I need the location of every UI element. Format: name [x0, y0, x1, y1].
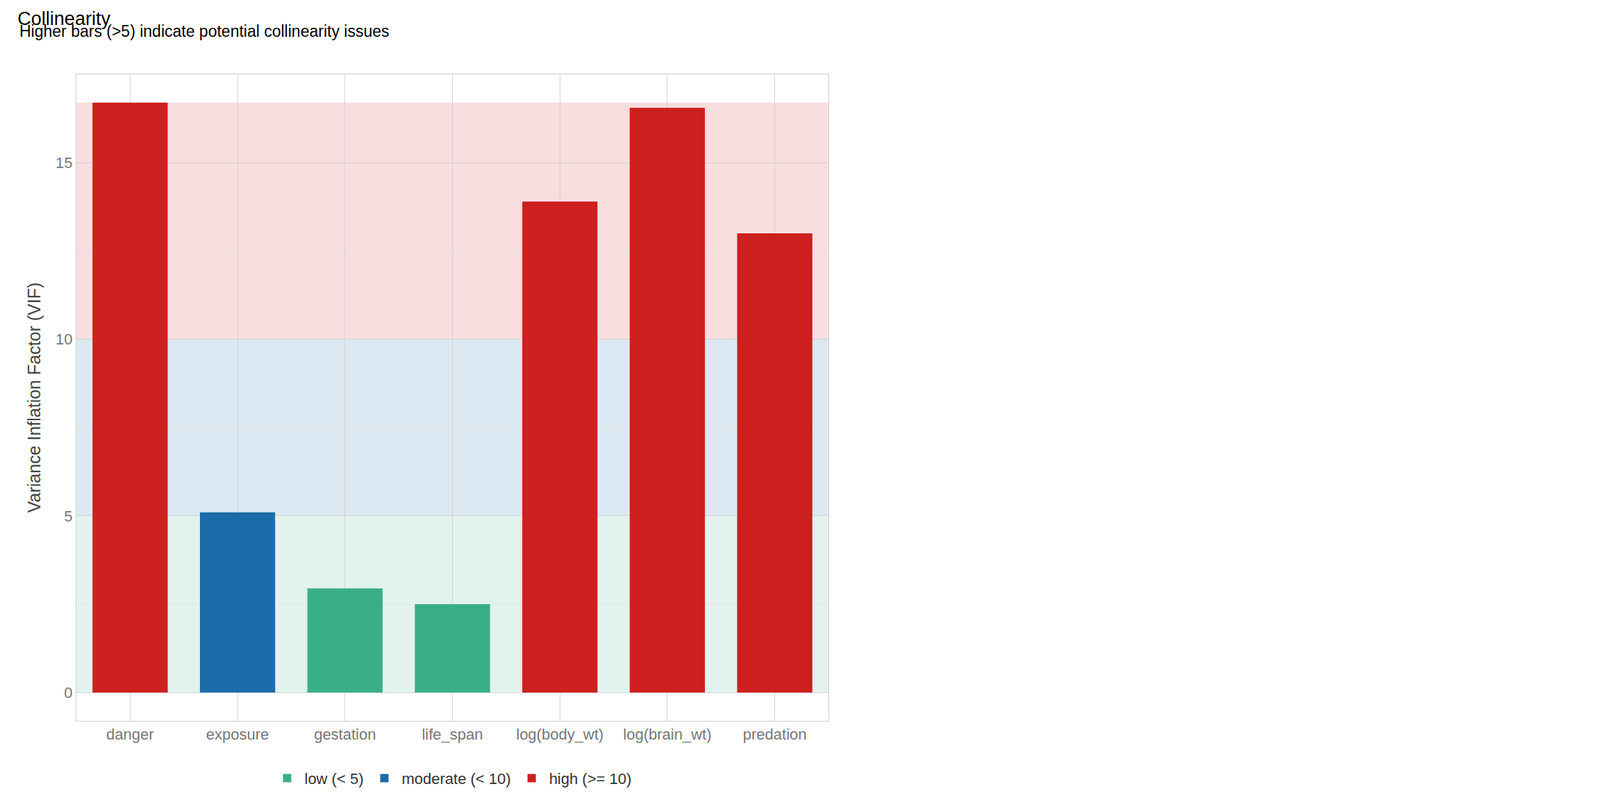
svg-text:exposure: exposure	[206, 725, 270, 744]
svg-text:15: 15	[55, 154, 73, 172]
svg-text:moderate (< 10): moderate (< 10)	[401, 770, 511, 788]
svg-text:5: 5	[63, 507, 73, 525]
svg-text:danger: danger	[106, 725, 155, 744]
svg-text:Variance Inflation Factor (VIF: Variance Inflation Factor (VIF)	[24, 282, 44, 514]
svg-text:10: 10	[55, 330, 73, 348]
svg-text:log(body_wt): log(body_wt)	[515, 725, 604, 744]
svg-text:life_span: life_span	[421, 725, 483, 744]
svg-text:0: 0	[63, 684, 73, 702]
svg-text:low (< 5): low (< 5)	[304, 770, 364, 788]
svg-text:gestation: gestation	[313, 725, 376, 744]
svg-text:high (>= 10): high (>= 10)	[549, 770, 632, 788]
svg-text:Collinearity: Collinearity	[17, 8, 111, 30]
svg-text:Higher bars (>5) indicate pote: Higher bars (>5) indicate potential coll…	[19, 22, 389, 41]
svg-text:log(brain_wt): log(brain_wt)	[622, 725, 712, 744]
svg-text:predation: predation	[743, 725, 807, 744]
